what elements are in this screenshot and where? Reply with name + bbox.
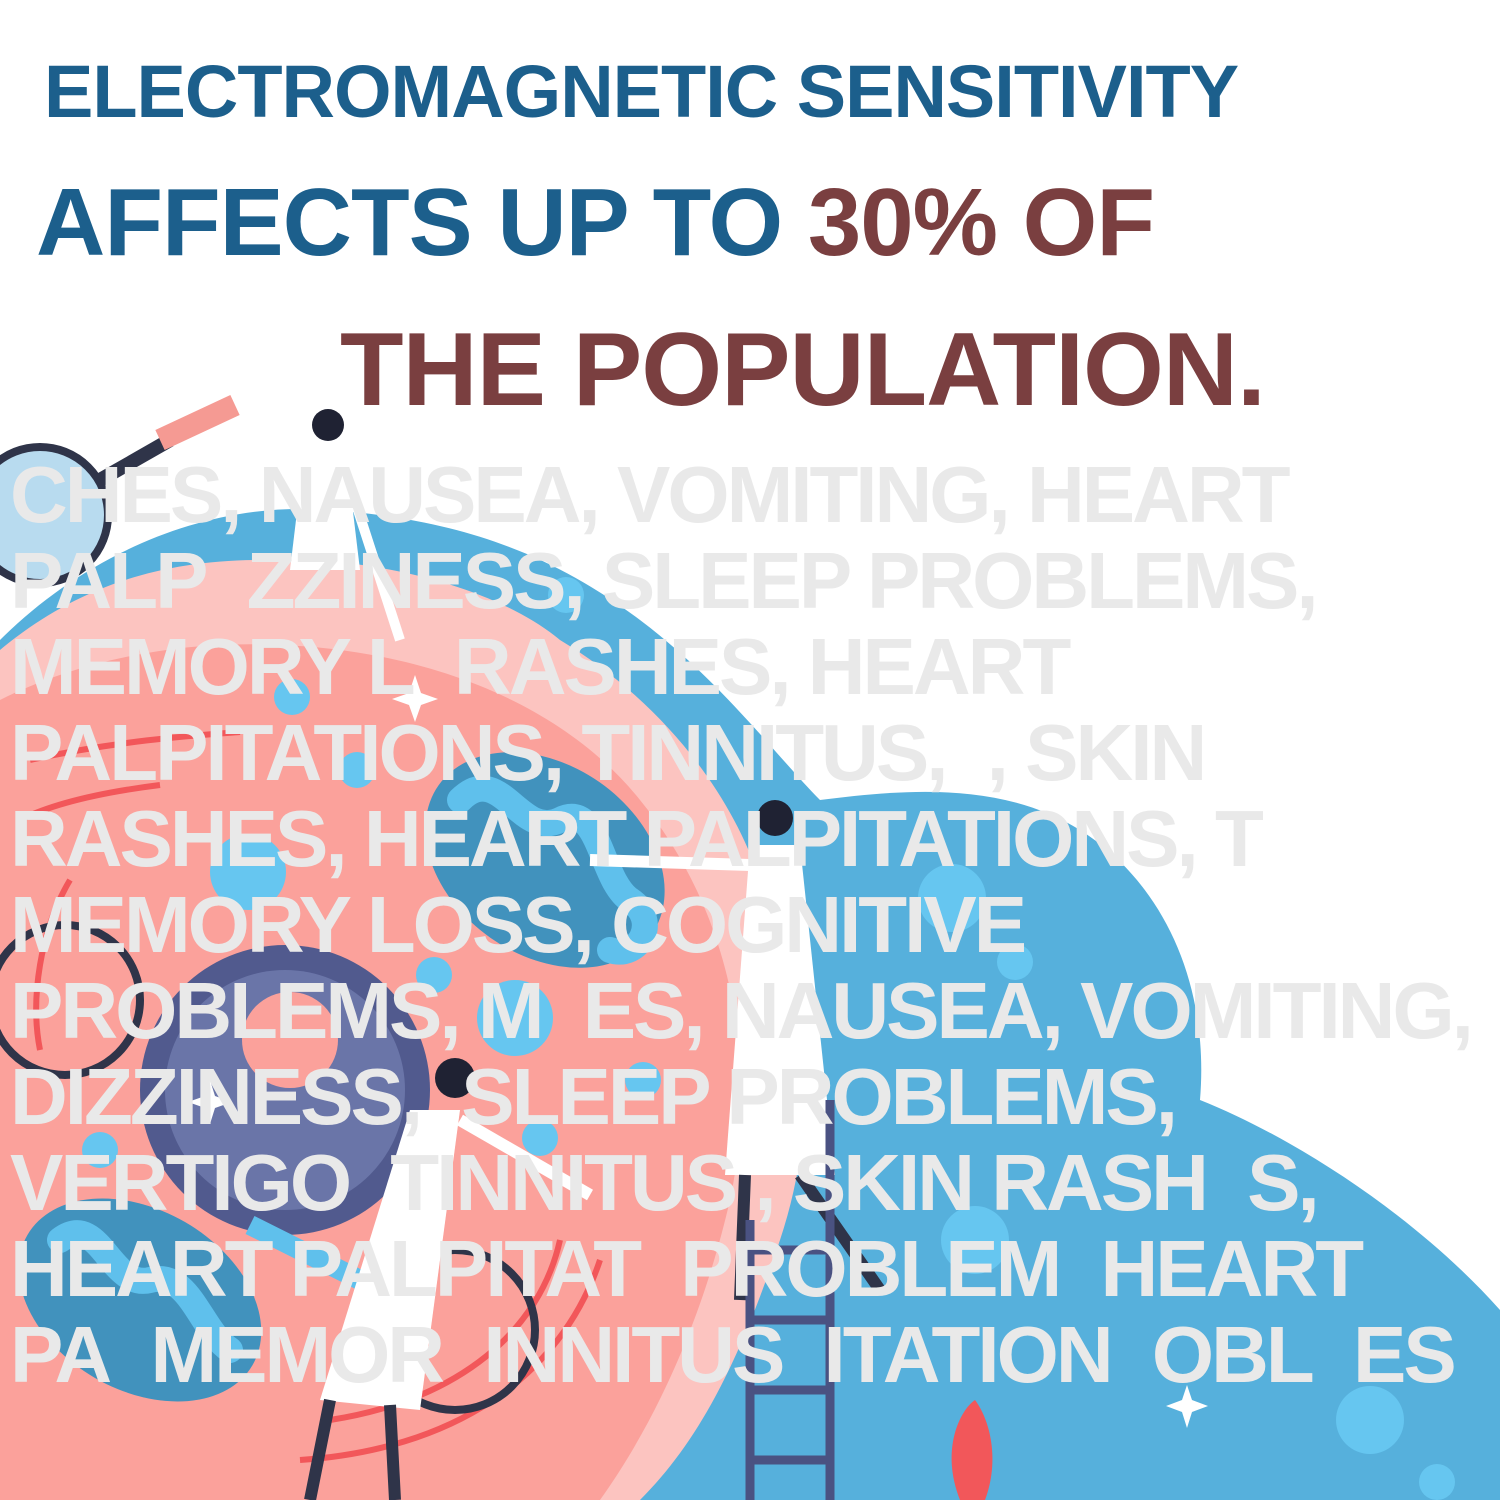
bg-text-row: ZZINESS, SLEEP PROBLEMS, MEMORY L <box>10 536 1319 711</box>
bg-text-row: HEART PA <box>10 1224 1364 1399</box>
mitochondrion-crista <box>447 775 658 965</box>
nucleus-inner <box>165 970 405 1210</box>
scientist-figure <box>290 409 405 642</box>
sparkles <box>188 675 1208 1428</box>
headline-highlight: 30% OF <box>807 169 1155 276</box>
bg-text-row: RASHES, HEART PALPITATIONS, TINNITUS, <box>10 622 1071 797</box>
bg-text-row: INNITUS <box>483 1310 785 1399</box>
bg-text-row: MEMORY LOSS, COGNITIVE PROBLEMS, M <box>10 880 1027 1055</box>
headline-line-3: THE POPULATION. <box>340 312 1266 428</box>
ladder <box>745 1100 835 1500</box>
magnifying-glass-icon <box>0 921 144 1079</box>
background-text: CHES, NAUSEA, VOMITING, HEART PALP ZZINE… <box>0 452 1500 1398</box>
bg-text-row: MEMOR <box>150 1310 445 1399</box>
headline-line-2-prefix: AFFECTS UP TO <box>36 169 808 276</box>
headline-line-1: ELECTROMAGNETIC SENSITIVITY <box>44 50 1239 133</box>
magnifying-glass-icon <box>0 395 240 587</box>
bg-text-row: SLEEP PROBLEMS, VERTIGO <box>10 1052 1178 1227</box>
bg-text-row: , SKIN RASHES, HEART PALPITATIONS, T <box>10 708 1264 883</box>
mitochondrion <box>425 752 665 968</box>
bg-text-row: S, HEART PALPITAT <box>10 1138 1320 1313</box>
bg-text-row: OBL <box>1151 1310 1315 1399</box>
mitochondrion-crista <box>47 1220 243 1363</box>
scientist-figure <box>589 800 885 1301</box>
leaf-plant <box>951 1400 993 1500</box>
bg-text-row: PROBLEM <box>680 1224 1062 1313</box>
bg-text-row: CHES, NAUSEA, VOMITING, HEART PALP <box>10 450 1291 625</box>
bg-text-row: ES, NAUSEA, VOMITING, DIZZINESS, <box>10 966 1474 1141</box>
bubbles <box>82 577 1455 1500</box>
scientist-figure <box>304 1058 593 1500</box>
mitochondrion <box>18 1198 262 1402</box>
cell-lines <box>18 729 603 1463</box>
bg-text-row: ITATION <box>823 1310 1114 1399</box>
headline-line-2: AFFECTS UP TO 30% OF <box>36 175 1466 271</box>
nucleolus <box>242 992 338 1088</box>
bg-text-row: ES <box>1352 1310 1457 1399</box>
bg-text-row: TINNITUS , SKIN RASH <box>390 1138 1209 1227</box>
